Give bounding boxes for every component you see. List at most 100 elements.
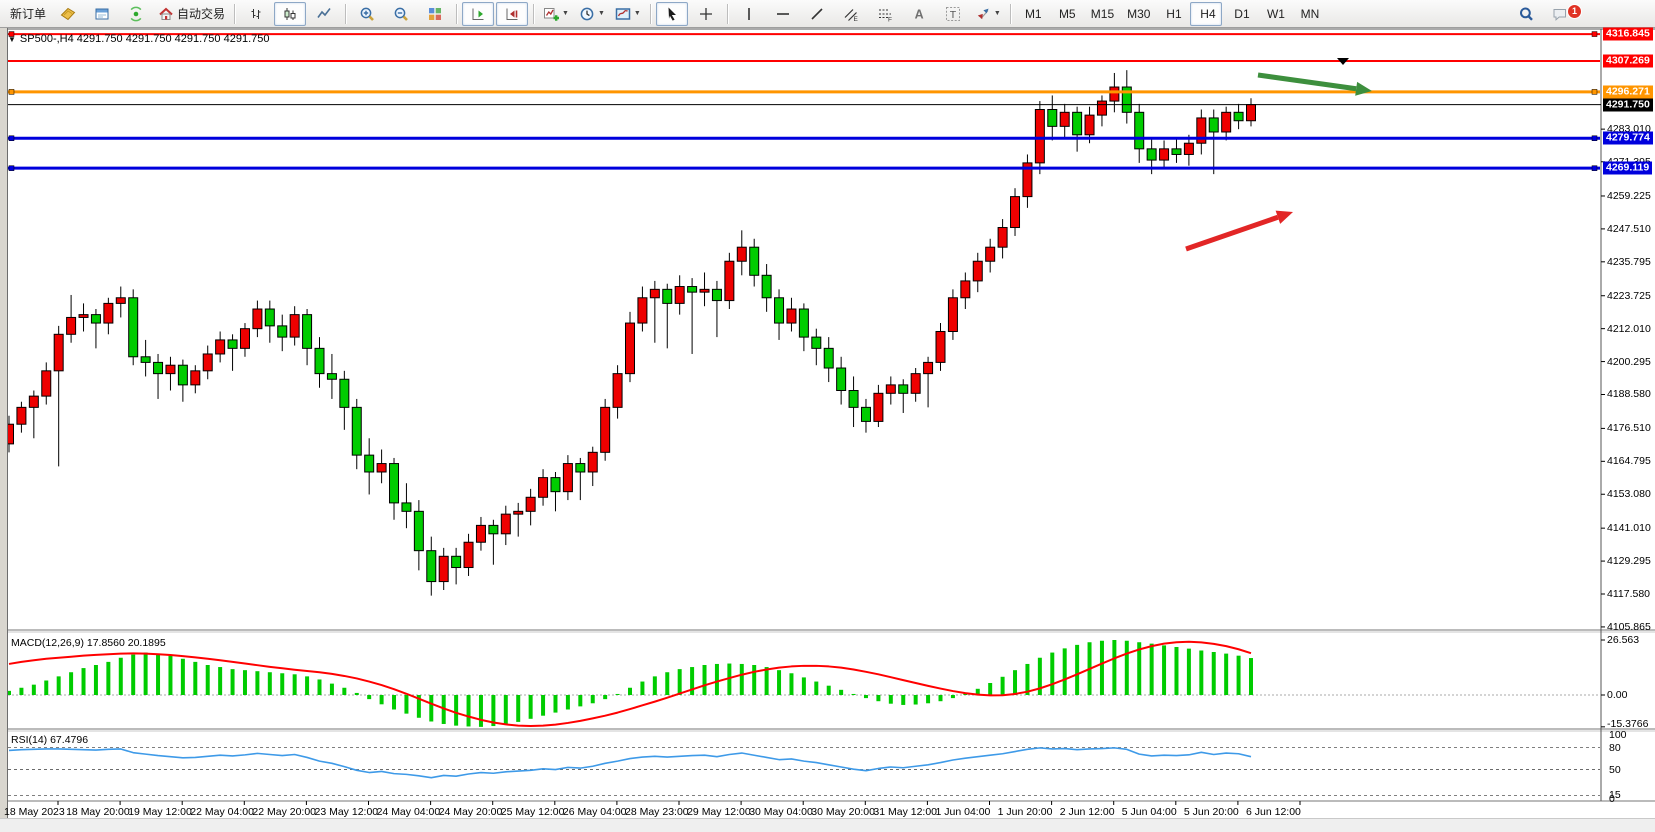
time-axis-label: 24 May 04:00 [376, 806, 441, 818]
rsi-scale-label: 0 [1609, 793, 1615, 805]
price-tick-label: 4164.795 [1607, 455, 1651, 468]
time-axis-label: 1 Jun 04:00 [935, 806, 991, 818]
channel-icon: E [844, 8, 858, 22]
search-button[interactable] [1510, 2, 1542, 26]
data-window-button[interactable] [86, 2, 118, 26]
text-button[interactable]: A [903, 2, 935, 26]
line-handle[interactable] [1591, 89, 1598, 95]
tf-m30-button[interactable]: M30 [1120, 2, 1154, 26]
line-handle[interactable] [1591, 31, 1598, 37]
rsi-scale-label: 15 [1609, 789, 1621, 802]
time-axis-label: 24 May 20:00 [438, 806, 503, 818]
line-handle[interactable] [8, 165, 15, 171]
trendline-icon [811, 7, 823, 20]
green-arrow-head[interactable] [1355, 81, 1372, 96]
profiles-button[interactable] [52, 2, 84, 26]
tf-h4-button[interactable]: H4 [1190, 1, 1223, 26]
fibonacci-button[interactable]: F [869, 2, 901, 26]
price-badge: 4296.271 [1603, 85, 1653, 99]
channel-button[interactable]: E [835, 2, 867, 26]
horizontal-line-button[interactable] [767, 2, 799, 26]
zoomin-icon [360, 7, 374, 21]
price-badge: 4291.750 [1603, 98, 1653, 112]
time-axis-label: 18 May 2023 [4, 806, 65, 818]
price-tick-label: 4176.510 [1607, 422, 1651, 435]
time-axis-label: 1 Jun 20:00 [997, 806, 1053, 818]
window-left-border [0, 28, 8, 832]
tf-d1-button[interactable]: D1 [1224, 2, 1256, 26]
chartshift-icon [506, 8, 518, 20]
tf-h1-button[interactable]: H1 [1156, 2, 1188, 26]
trendline-button[interactable] [801, 2, 833, 26]
chevron-down-icon[interactable]: ▼ [597, 10, 605, 17]
tf-m5-button[interactable]: M5 [1050, 2, 1082, 26]
chevron-down-icon[interactable]: ▼ [993, 10, 1001, 17]
zoom-out-button[interactable] [385, 2, 417, 26]
crosshair-button[interactable] [690, 2, 722, 26]
addindicator-icon [544, 7, 560, 21]
zoom-in-button[interactable] [351, 2, 383, 26]
new-order-button[interactable]: 新订单 [3, 2, 50, 26]
tf-m15-button[interactable]: M15 [1084, 2, 1118, 26]
price-tick-label: 4247.510 [1607, 222, 1651, 235]
tf-mn-button[interactable]: MN [1292, 2, 1324, 26]
rsi-scale-label: 100 [1609, 729, 1627, 741]
hline-icon [776, 12, 789, 15]
home-icon [159, 7, 173, 20]
line-handle[interactable] [8, 89, 15, 95]
chart-canvas[interactable] [0, 28, 1655, 832]
cursor-button[interactable] [655, 1, 688, 26]
autotrading-button-label: 自动交易 [177, 7, 226, 21]
tf-h4-button-label: H4 [1200, 6, 1216, 21]
tf-h1-button-label: H1 [1166, 6, 1182, 21]
arrows-button[interactable]: ▼ [971, 2, 1005, 26]
green-arrow[interactable] [1257, 72, 1357, 92]
autoscroll-icon [472, 8, 484, 20]
autotrading-button[interactable]: 自动交易 [154, 2, 229, 26]
template-icon [615, 7, 631, 20]
line-handle[interactable] [8, 31, 15, 37]
line-handle[interactable] [1591, 135, 1598, 141]
red-arrow[interactable] [1185, 214, 1279, 252]
auto-scroll-button[interactable] [462, 1, 495, 26]
price-tick-label: 4117.580 [1607, 588, 1651, 600]
chevron-down-icon[interactable]: ▼ [562, 10, 569, 17]
line-handle[interactable] [1591, 165, 1598, 171]
price-badge: 4279.774 [1603, 131, 1653, 145]
svg-text:T: T [950, 9, 957, 21]
chart-shift-button[interactable] [496, 1, 529, 26]
collapse-triangle-icon[interactable]: ▼ [8, 35, 16, 44]
toolbar-separator [345, 3, 347, 24]
price-tick-label: 4105.865 [1607, 620, 1651, 633]
tile-windows-button[interactable] [419, 2, 451, 26]
vertical-line-button[interactable] [733, 2, 765, 26]
notifications-button[interactable]: 1 [1544, 2, 1582, 26]
cursor-icon [668, 7, 676, 21]
line-handle[interactable] [8, 135, 15, 141]
red-arrow-head[interactable] [1275, 210, 1293, 224]
time-axis-label: 25 May 12:00 [500, 806, 565, 818]
tf-d1-button-label: D1 [1234, 6, 1250, 21]
time-axis-label: 30 May 04:00 [749, 806, 813, 818]
templates-button[interactable]: ▼ [611, 2, 645, 26]
signals-button[interactable] [120, 2, 152, 26]
periods-button[interactable]: ▼ [575, 2, 609, 26]
chat-icon [1553, 9, 1566, 21]
signal-icon [130, 6, 142, 21]
macd-scale-label: -15.3766 [1607, 718, 1649, 730]
tf-w1-button[interactable]: W1 [1258, 2, 1290, 26]
line-chart-button[interactable] [308, 2, 340, 26]
top-marker-icon[interactable] [1337, 58, 1349, 65]
tf-m1-button[interactable]: M1 [1016, 2, 1048, 26]
zoomout-icon [394, 7, 408, 21]
chart-title-text: SP500-,H4 4291.750 4291.750 4291.750 429… [19, 33, 270, 45]
time-axis-label: 5 Jun 20:00 [1183, 806, 1239, 818]
chart-window[interactable]: 4283.0104271.3954259.2254247.5104235.795… [0, 27, 1655, 832]
candlestick-chart-button[interactable] [274, 1, 307, 26]
indicators-button[interactable]: ▼ [539, 2, 573, 26]
bar-chart-button[interactable] [240, 2, 272, 26]
label-button[interactable]: T [937, 2, 969, 26]
chevron-down-icon[interactable]: ▼ [633, 10, 641, 17]
toolbar: 新订单 自动交易 ▼ ▼ ▼ E F A T ▼ M1 M5 M15 M30 H1 H4 D1 W1 MN 1 [0, 0, 1655, 28]
new-order-button-label: 新订单 [10, 7, 47, 21]
